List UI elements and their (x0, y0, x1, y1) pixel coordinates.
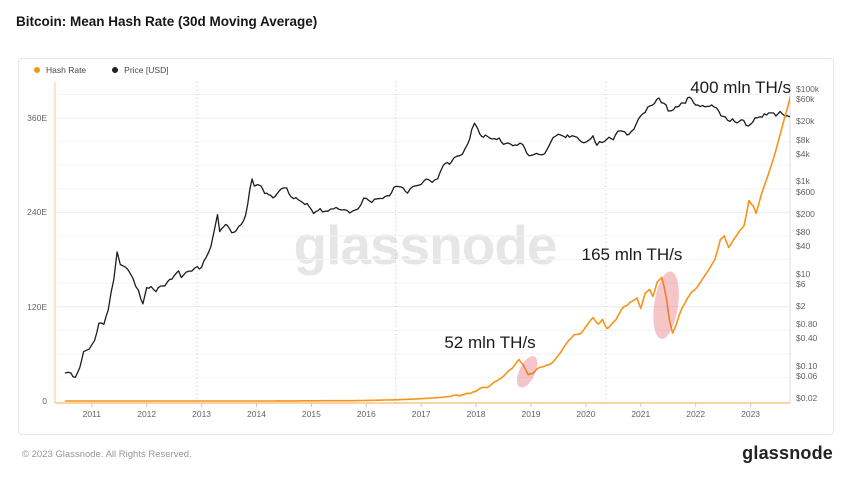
price-dot-icon (112, 67, 119, 73)
legend-label-price: Price [USD] (124, 65, 169, 75)
legend-item-price[interactable]: Price [USD] (112, 65, 169, 75)
price-axis-tick: $0.10 (796, 360, 818, 371)
annotation-165-mln: 165 mln TH/s (581, 245, 683, 264)
price-axis-tick: $0.06 (796, 371, 818, 382)
annotation-400-mln: 400 mln TH/s (690, 78, 791, 97)
year-axis-tick: 2014 (247, 409, 266, 419)
price-axis-tick: $10 (796, 268, 811, 279)
year-axis-tick: 2016 (356, 409, 376, 419)
year-axis-tick: 2022 (686, 409, 706, 419)
hash-axis-tick: 0 (42, 396, 47, 406)
price-axis-tick: $20k (796, 116, 815, 127)
year-axis-tick: 2013 (192, 409, 212, 419)
hash-axis-tick: 240E (27, 207, 47, 218)
price-axis-tick: $80 (796, 226, 811, 237)
price-axis-tick: $60k (796, 94, 815, 105)
price-axis-tick: $600 (796, 186, 815, 197)
legend-label-hash-rate: Hash Rate (46, 65, 87, 75)
chart-legend: Hash Rate Price [USD] (34, 65, 169, 75)
price-axis-tick: $200 (796, 208, 815, 219)
year-axis-tick: 2017 (411, 409, 431, 419)
page-title: Bitcoin: Mean Hash Rate (30d Moving Aver… (16, 14, 318, 29)
copyright-text: © 2023 Glassnode. All Rights Reserved. (22, 449, 192, 460)
price-axis-tick: $8k (796, 134, 810, 145)
price-axis-tick: $6 (796, 278, 806, 289)
glassnode-watermark: glassnode (293, 214, 557, 276)
price-axis-tick: $0.40 (796, 333, 818, 344)
price-axis-tick: $0.02 (796, 393, 818, 404)
price-axis-tick: $100k (796, 84, 820, 94)
year-axis-tick: 2019 (521, 409, 541, 419)
year-axis-tick: 2011 (82, 409, 101, 419)
annotation-52-mln: 52 mln TH/s (444, 333, 536, 352)
hash-rate-dot-icon (34, 67, 40, 73)
hash-axis-tick: 360E (27, 113, 47, 124)
year-axis-tick: 2021 (631, 409, 651, 419)
hash-axis-tick: 120E (27, 301, 47, 312)
price-axis-tick: $40 (796, 240, 811, 251)
year-axis-tick: 2020 (576, 409, 596, 419)
chart-card (18, 58, 834, 435)
legend-item-hash-rate[interactable]: Hash Rate (34, 65, 86, 75)
price-axis-tick: $1k (796, 176, 810, 187)
price-axis-tick: $2 (796, 300, 806, 311)
price-axis-tick: $4k (796, 148, 810, 159)
year-axis-tick: 2023 (741, 409, 761, 419)
year-axis-tick: 2015 (301, 409, 321, 419)
price-axis-tick: $0.80 (796, 319, 818, 330)
year-axis-tick: 2012 (137, 409, 157, 419)
year-axis-tick: 2018 (466, 409, 486, 419)
glassnode-logo: glassnode (742, 443, 833, 463)
